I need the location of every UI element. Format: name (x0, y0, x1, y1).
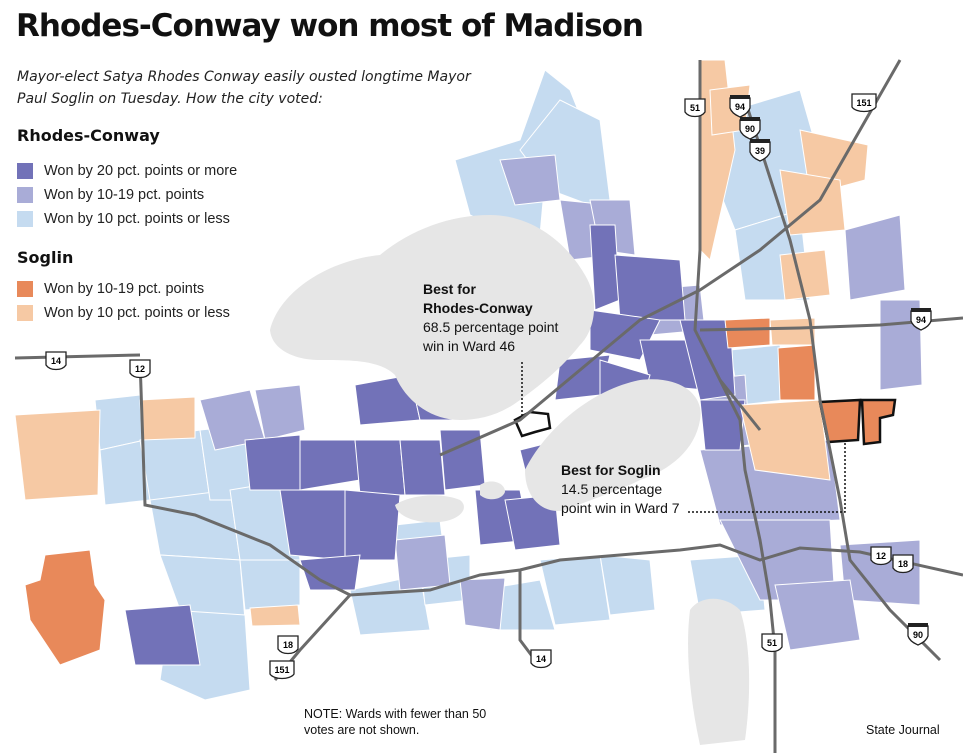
lake-wingra (395, 495, 464, 523)
lake-monona (525, 379, 701, 511)
legend-item-soglin-under10: Won by 10 pct. points or less (17, 304, 230, 322)
svg-text:51: 51 (690, 103, 700, 113)
interstate-shield: 94 (910, 308, 932, 331)
lake-mendota (270, 215, 595, 420)
svg-text:14: 14 (536, 654, 546, 664)
callout-heading: Rhodes-Conway (423, 300, 533, 316)
callout-text: point win in Ward 7 (561, 500, 680, 516)
legend-swatch (17, 211, 33, 227)
legend-swatch (17, 281, 33, 297)
page-title: Rhodes-Conway won most of Madison (16, 8, 644, 44)
credit: State Journal (866, 723, 940, 737)
callout-best-soglin: Best for Soglin 14.5 percentage point wi… (561, 461, 680, 518)
legend-item-rc-10-19: Won by 10-19 pct. points (17, 186, 204, 204)
lake-waubesa (688, 598, 750, 745)
callout-text: win in Ward 46 (423, 338, 516, 354)
svg-text:90: 90 (745, 124, 755, 134)
legend-swatch (17, 305, 33, 321)
us-route-shield: 12 (870, 546, 892, 566)
lakes (270, 215, 750, 745)
svg-text:39: 39 (755, 146, 765, 156)
us-route-shield: 12 (129, 359, 151, 379)
svg-text:18: 18 (283, 640, 293, 650)
legend-item-rc-under10: Won by 10 pct. points or less (17, 210, 230, 228)
ward-46-outline (513, 410, 552, 438)
legend-label: Won by 10 pct. points or less (44, 305, 230, 321)
svg-text:90: 90 (913, 630, 923, 640)
us-route-shield: 151 (851, 93, 877, 113)
svg-text:12: 12 (135, 364, 145, 374)
us-route-shield: 51 (684, 98, 706, 118)
us-route-shield: 14 (45, 351, 67, 371)
us-route-shield: 18 (892, 554, 914, 574)
legend-item-soglin-10-19: Won by 10-19 pct. points (17, 280, 204, 298)
leader-ward-7 (688, 442, 846, 513)
callout-heading: Best for (423, 281, 476, 297)
legend-label: Won by 10-19 pct. points (44, 187, 205, 203)
us-route-shield: 51 (761, 633, 783, 653)
svg-text:51: 51 (767, 638, 777, 648)
us-route-shield: 14 (530, 649, 552, 669)
legend-swatch (17, 163, 33, 179)
svg-text:151: 151 (274, 665, 289, 675)
legend-item-rc-20plus: Won by 20 pct. points or more (17, 162, 237, 180)
interstate-shield: 90 (739, 117, 761, 140)
legend-label: Won by 10 pct. points or less (44, 211, 230, 227)
callout-heading: Best for Soglin (561, 462, 661, 478)
callout-text: 14.5 percentage (561, 481, 663, 497)
highway-shields: 14 12 51 94 90 39 151 (45, 93, 932, 680)
callout-best-rhodes-conway: Best for Rhodes-Conway 68.5 percentage p… (423, 280, 558, 356)
note: NOTE: Wards with fewer than 50 votes are… (304, 707, 487, 737)
subtitle: Mayor-elect Satya Rhodes Conway easily o… (17, 69, 471, 107)
legend-heading-rhodes-conway: Rhodes-Conway (17, 126, 160, 145)
svg-text:14: 14 (51, 356, 61, 366)
lake-small (480, 481, 505, 500)
wards-soglin-dark (24, 317, 896, 666)
ward-7b-outline (860, 398, 897, 446)
interstate-shield: 94 (729, 95, 751, 118)
svg-text:12: 12 (876, 551, 886, 561)
svg-text:151: 151 (856, 98, 871, 108)
us-route-shield: 18 (277, 635, 299, 655)
svg-text:18: 18 (898, 559, 908, 569)
callout-text: 68.5 percentage point (423, 319, 559, 335)
interstate-shield: 39 (749, 139, 771, 162)
legend-label: Won by 20 pct. points or more (44, 163, 238, 179)
interstate-shield: 90 (907, 623, 929, 646)
svg-text:94: 94 (735, 102, 745, 112)
legend-swatch (17, 187, 33, 203)
legend-label: Won by 10-19 pct. points (44, 281, 205, 297)
legend-heading-soglin: Soglin (17, 248, 74, 267)
svg-text:94: 94 (916, 315, 926, 325)
us-route-shield: 151 (269, 660, 295, 680)
